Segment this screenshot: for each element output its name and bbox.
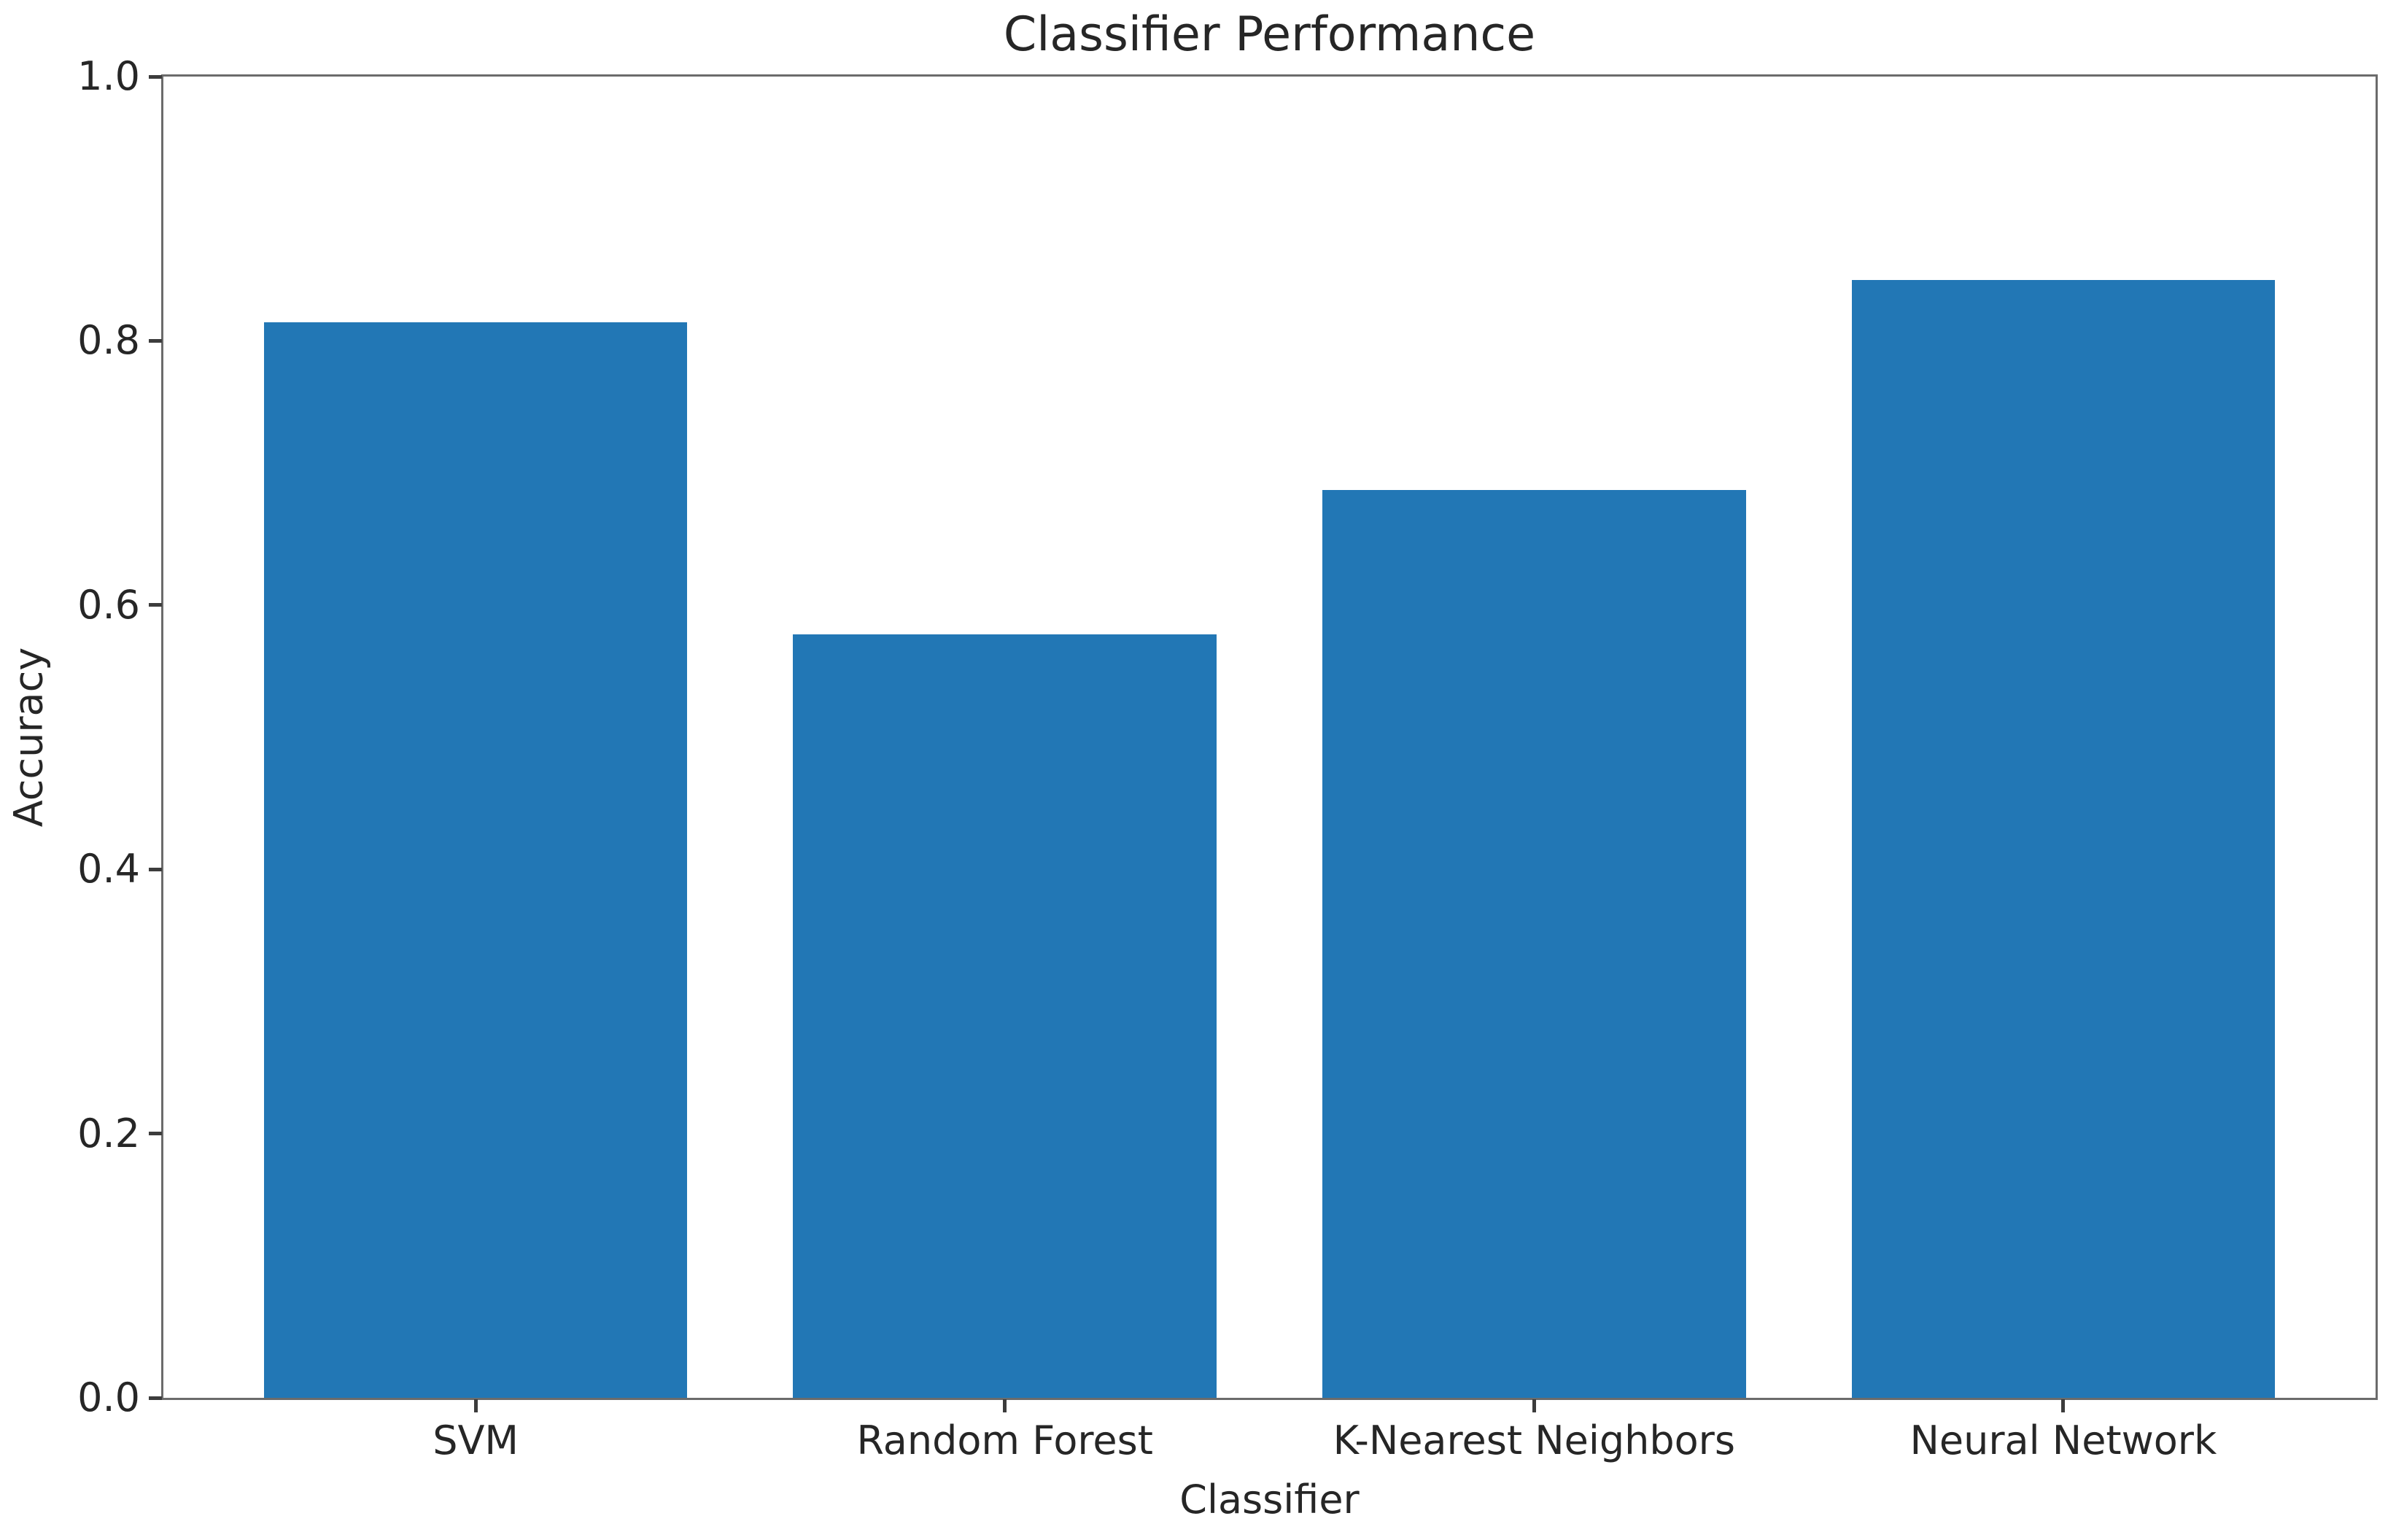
- y-tick-label: 1.0: [77, 53, 140, 99]
- x-tick-label-svm: SVM: [433, 1418, 519, 1463]
- x-tick-mark: [1003, 1399, 1007, 1412]
- y-tick-label: 0.6: [77, 581, 140, 628]
- x-tick-label-neural-network: Neural Network: [1909, 1418, 2217, 1463]
- x-tick-label-k-nearest-neighbors: K-Nearest Neighbors: [1333, 1418, 1736, 1463]
- x-tick-mark: [2061, 1399, 2066, 1412]
- y-axis-label: Accuracy: [5, 647, 52, 828]
- y-tick-label: 0.2: [77, 1110, 140, 1156]
- x-tick-label-random-forest: Random Forest: [856, 1418, 1153, 1463]
- x-tick-mark: [473, 1399, 478, 1412]
- y-tick-mark: [149, 603, 162, 607]
- chart-title: Classifier Performance: [1003, 7, 1536, 62]
- x-axis-label: Classifier: [1179, 1477, 1360, 1522]
- x-tick-mark: [1532, 1399, 1536, 1412]
- bar-random-forest: [793, 634, 1217, 1398]
- y-tick-label: 0.4: [77, 846, 140, 892]
- bar-svm: [263, 322, 688, 1398]
- y-tick-label: 0.8: [77, 317, 140, 364]
- plot-area: [161, 74, 2378, 1400]
- y-tick-label: 0.0: [77, 1374, 140, 1420]
- y-tick-mark: [149, 338, 162, 343]
- y-tick-mark: [149, 74, 162, 79]
- y-tick-mark: [149, 1396, 162, 1400]
- bar-neural-network: [1851, 280, 2276, 1398]
- y-tick-mark: [149, 867, 162, 871]
- bar-k-nearest-neighbors: [1322, 490, 1746, 1398]
- y-tick-mark: [149, 1132, 162, 1136]
